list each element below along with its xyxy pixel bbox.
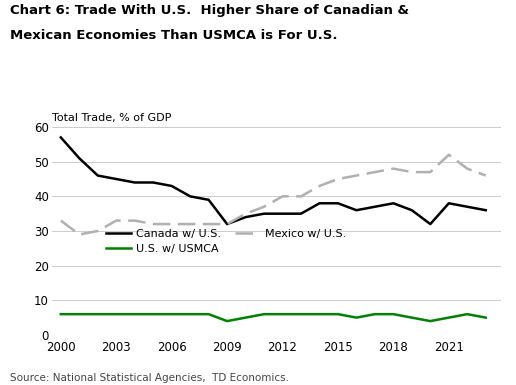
- Legend: Canada w/ U.S., U.S. w/ USMCA, Mexico w/ U.S.: Canada w/ U.S., U.S. w/ USMCA, Mexico w/…: [102, 224, 350, 259]
- Text: Chart 6: Trade With U.S.  Higher Share of Canadian &: Chart 6: Trade With U.S. Higher Share of…: [10, 4, 409, 17]
- Text: Mexican Economies Than USMCA is For U.S.: Mexican Economies Than USMCA is For U.S.: [10, 29, 338, 42]
- Text: Source: National Statistical Agencies,  TD Economics.: Source: National Statistical Agencies, T…: [10, 373, 289, 383]
- Text: Total Trade, % of GDP: Total Trade, % of GDP: [52, 113, 171, 123]
